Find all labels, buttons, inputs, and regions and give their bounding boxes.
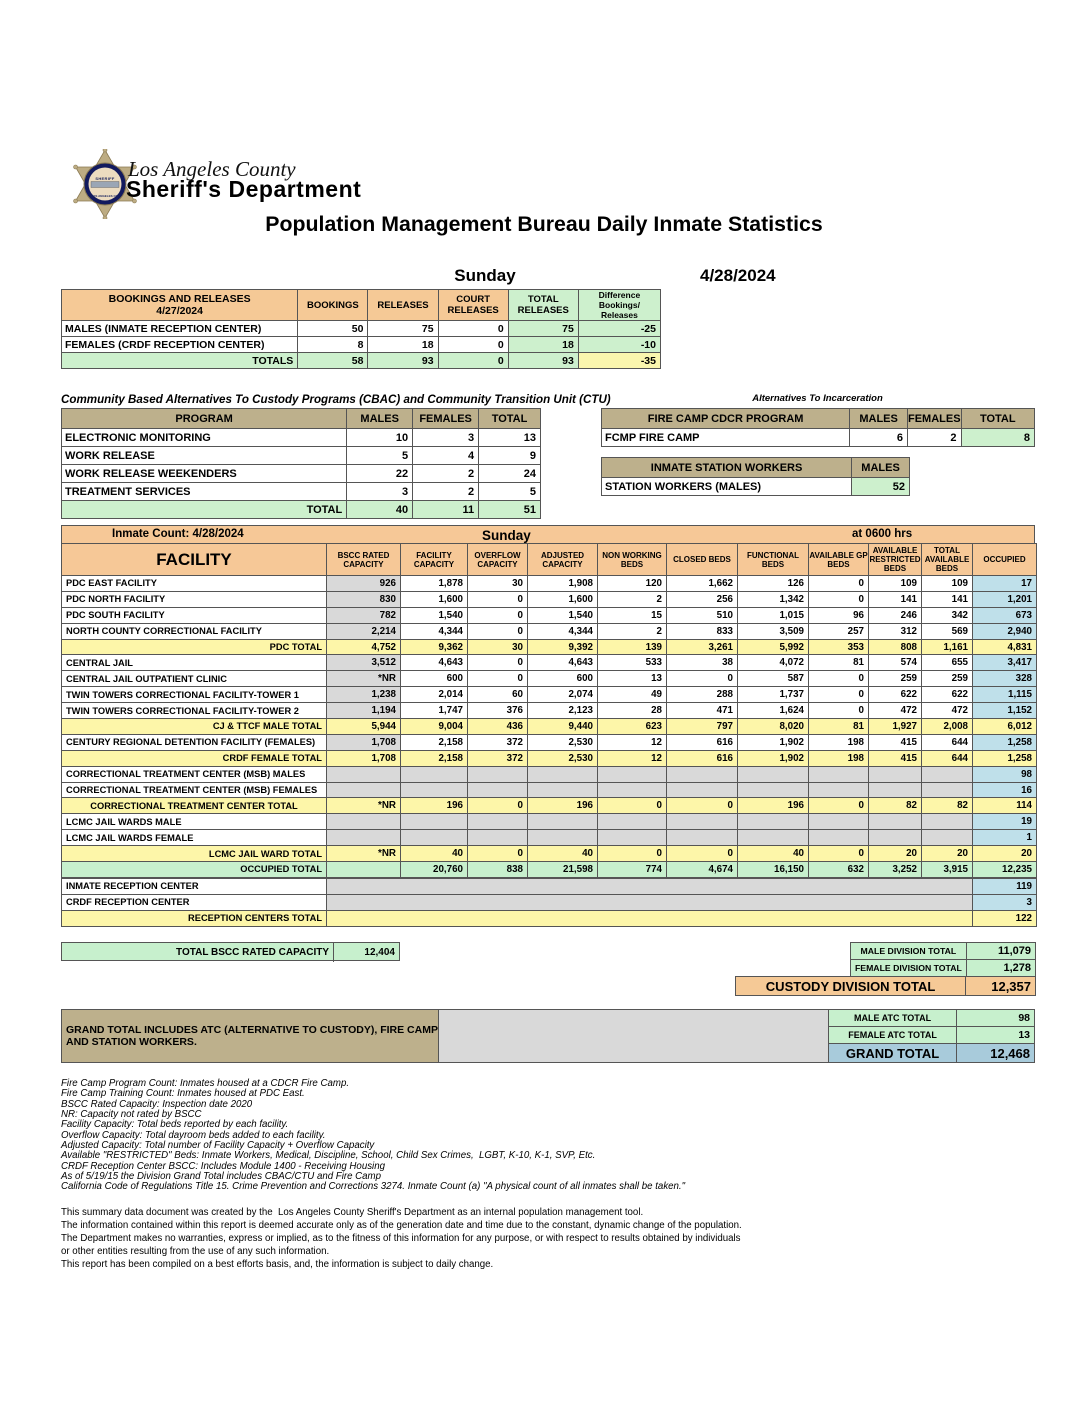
svg-text:SHERIFF: SHERIFF	[95, 176, 114, 181]
svg-text:LOS ANGELES CO.: LOS ANGELES CO.	[91, 194, 119, 198]
